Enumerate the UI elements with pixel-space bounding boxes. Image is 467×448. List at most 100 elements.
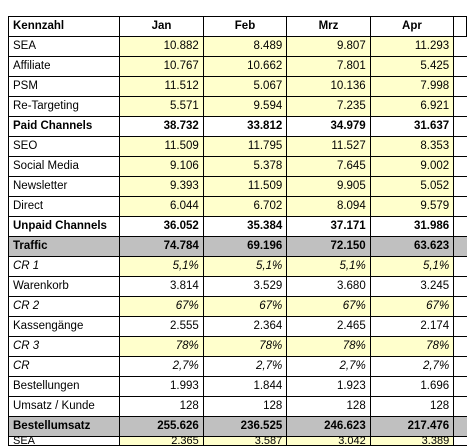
value-cell[interactable]: 8.353	[369, 136, 455, 157]
row-label-cell[interactable]: Bestellumsatz	[7, 416, 121, 437]
value-cell[interactable]: 78%	[202, 336, 288, 357]
row-label-cell[interactable]: CR 2	[7, 296, 121, 317]
header-month-apr[interactable]: Apr	[369, 16, 455, 37]
row-label-cell[interactable]: CR 3	[7, 336, 121, 357]
value-cell[interactable]: 3.529	[202, 276, 288, 297]
value-cell[interactable]: 2.364	[202, 316, 288, 337]
value-cell[interactable]: 9.106	[119, 156, 204, 177]
value-cell[interactable]: 78%	[369, 336, 455, 357]
row-label-cell[interactable]: Bestellungen	[7, 376, 121, 397]
value-cell[interactable]: 5.425	[369, 56, 455, 77]
row-label-cell[interactable]: SEO	[7, 136, 121, 157]
next-column-cell[interactable]	[453, 316, 467, 337]
value-cell[interactable]: 3.245	[369, 276, 455, 297]
next-column-cell[interactable]	[453, 236, 467, 257]
value-cell[interactable]: 3.389	[369, 436, 455, 446]
value-cell[interactable]: 9.594	[202, 96, 288, 117]
row-label-cell[interactable]: Kassengänge	[7, 316, 121, 337]
next-column-cell[interactable]	[453, 296, 467, 317]
next-column-cell[interactable]	[453, 416, 467, 437]
next-column-cell[interactable]	[453, 96, 467, 117]
value-cell[interactable]: 69.196	[202, 236, 288, 257]
value-cell[interactable]: 7.645	[286, 156, 371, 177]
header-month-mrz[interactable]: Mrz	[286, 16, 371, 37]
value-cell[interactable]: 2.555	[119, 316, 204, 337]
value-cell[interactable]: 2.174	[369, 316, 455, 337]
value-cell[interactable]: 67%	[119, 296, 204, 317]
next-column-cell[interactable]	[453, 356, 467, 377]
value-cell[interactable]: 78%	[119, 336, 204, 357]
value-cell[interactable]: 128	[286, 396, 371, 417]
value-cell[interactable]: 9.002	[369, 156, 455, 177]
value-cell[interactable]: 11.527	[286, 136, 371, 157]
value-cell[interactable]: 10.882	[119, 36, 204, 57]
next-column-cell[interactable]	[453, 396, 467, 417]
value-cell[interactable]: 9.393	[119, 176, 204, 197]
value-cell[interactable]: 5.378	[202, 156, 288, 177]
value-cell[interactable]: 6.702	[202, 196, 288, 217]
header-month-feb[interactable]: Feb	[202, 16, 288, 37]
value-cell[interactable]: 36.052	[119, 216, 204, 237]
next-column-cell[interactable]	[453, 376, 467, 397]
row-label-cell[interactable]: Umsatz / Kunde	[7, 396, 121, 417]
row-label-cell[interactable]: Re-Targeting	[7, 96, 121, 117]
value-cell[interactable]: 7.235	[286, 96, 371, 117]
value-cell[interactable]: 8.094	[286, 196, 371, 217]
value-cell[interactable]: 67%	[286, 296, 371, 317]
row-label-cell[interactable]: Traffic	[7, 236, 121, 257]
next-column-cell[interactable]	[453, 136, 467, 157]
next-column-cell[interactable]	[453, 156, 467, 177]
value-cell[interactable]: 37.171	[286, 216, 371, 237]
next-column-cell[interactable]	[453, 436, 467, 446]
value-cell[interactable]: 11.509	[202, 176, 288, 197]
value-cell[interactable]: 9.807	[286, 36, 371, 57]
value-cell[interactable]: 74.784	[119, 236, 204, 257]
value-cell[interactable]: 128	[119, 396, 204, 417]
value-cell[interactable]: 2,7%	[369, 356, 455, 377]
value-cell[interactable]: 6.921	[369, 96, 455, 117]
row-label-cell[interactable]: Social Media	[7, 156, 121, 177]
next-column-cell[interactable]	[453, 276, 467, 297]
value-cell[interactable]: 11.293	[369, 36, 455, 57]
next-column-cell[interactable]	[453, 256, 467, 277]
value-cell[interactable]: 7.998	[369, 76, 455, 97]
next-column-cell[interactable]	[453, 216, 467, 237]
row-label-cell[interactable]: Paid Channels	[7, 116, 121, 137]
value-cell[interactable]: 5,1%	[286, 256, 371, 277]
row-label-cell[interactable]: Newsletter	[7, 176, 121, 197]
header-month-jan[interactable]: Jan	[119, 16, 204, 37]
value-cell[interactable]: 7.801	[286, 56, 371, 77]
value-cell[interactable]: 63.623	[369, 236, 455, 257]
value-cell[interactable]: 128	[202, 396, 288, 417]
value-cell[interactable]: 31.986	[369, 216, 455, 237]
value-cell[interactable]: 10.662	[202, 56, 288, 77]
value-cell[interactable]: 5.571	[119, 96, 204, 117]
value-cell[interactable]: 8.489	[202, 36, 288, 57]
value-cell[interactable]: 236.525	[202, 416, 288, 437]
value-cell[interactable]: 72.150	[286, 236, 371, 257]
value-cell[interactable]: 2,7%	[119, 356, 204, 377]
row-label-cell[interactable]: Direct	[7, 196, 121, 217]
value-cell[interactable]: 1.696	[369, 376, 455, 397]
value-cell[interactable]: 1.923	[286, 376, 371, 397]
value-cell[interactable]: 11.795	[202, 136, 288, 157]
value-cell[interactable]: 246.623	[286, 416, 371, 437]
next-column-cell[interactable]	[453, 36, 467, 57]
value-cell[interactable]: 2.465	[286, 316, 371, 337]
value-cell[interactable]: 6.044	[119, 196, 204, 217]
value-cell[interactable]: 3.587	[202, 436, 288, 446]
row-label-cell[interactable]: CR 1	[7, 256, 121, 277]
value-cell[interactable]: 2,7%	[286, 356, 371, 377]
row-label-cell[interactable]: Warenkorb	[7, 276, 121, 297]
row-label-cell[interactable]: Unpaid Channels	[7, 216, 121, 237]
value-cell[interactable]: 31.637	[369, 116, 455, 137]
row-label-cell[interactable]: PSM	[7, 76, 121, 97]
next-column-cell[interactable]	[453, 56, 467, 77]
value-cell[interactable]: 67%	[369, 296, 455, 317]
value-cell[interactable]: 5,1%	[369, 256, 455, 277]
row-label-cell[interactable]: Affiliate	[7, 56, 121, 77]
value-cell[interactable]: 10.767	[119, 56, 204, 77]
header-kennzahl[interactable]: Kennzahl	[7, 16, 121, 37]
value-cell[interactable]: 11.512	[119, 76, 204, 97]
next-column-cell[interactable]	[453, 336, 467, 357]
